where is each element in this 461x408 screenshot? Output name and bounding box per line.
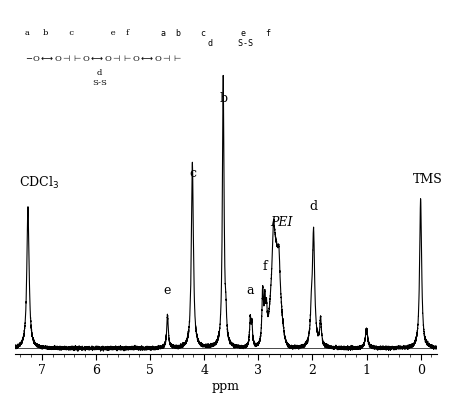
Text: PEI: PEI bbox=[270, 216, 293, 229]
Text: e: e bbox=[164, 284, 171, 297]
Text: TMS: TMS bbox=[413, 173, 442, 186]
Text: a     b        c              e    f: a b c e f bbox=[25, 29, 153, 37]
Text: b: b bbox=[219, 91, 228, 104]
Text: a  b    c       e    f      
d     S-S: a b c e f d S-S bbox=[160, 29, 301, 48]
Text: CDCl$_3$: CDCl$_3$ bbox=[19, 175, 59, 191]
X-axis label: ppm: ppm bbox=[212, 380, 240, 393]
Text: c: c bbox=[189, 167, 196, 180]
Text: $-$O$\longleftrightarrow$O$\dashv\vdash$O$\longleftrightarrow$O$\dashv\vdash$O$\: $-$O$\longleftrightarrow$O$\dashv\vdash$… bbox=[25, 53, 182, 63]
Text: d
S-S: d S-S bbox=[92, 69, 107, 86]
Text: a: a bbox=[247, 284, 254, 297]
Text: d: d bbox=[309, 200, 317, 213]
Text: f: f bbox=[262, 259, 267, 273]
